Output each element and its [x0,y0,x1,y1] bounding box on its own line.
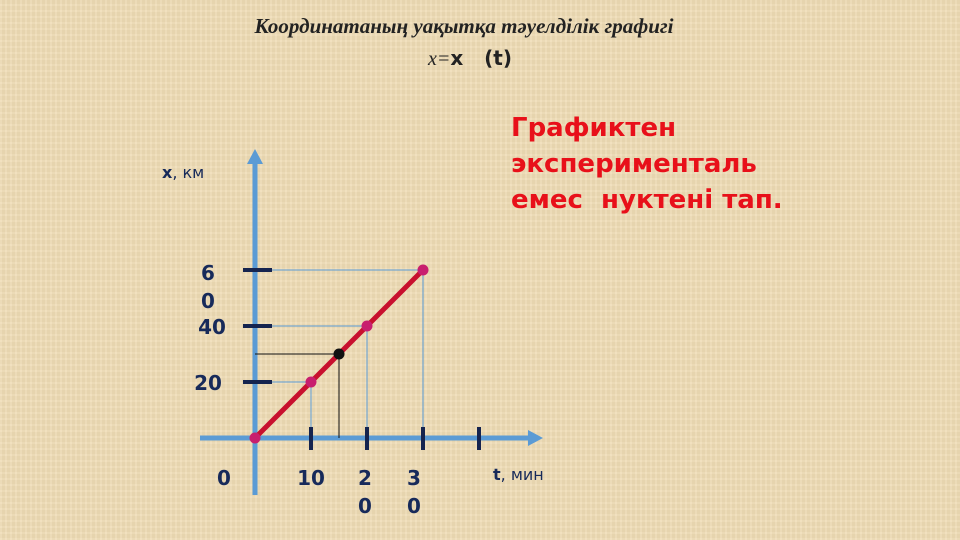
y-axis-arrow [247,149,263,164]
origin-label: 0 [217,466,231,490]
x-axis-unit: , мин [500,465,544,484]
y-tick-label: 20 [194,371,222,395]
y-tick-label: 60 [201,261,215,313]
x-tick-label: 30 [407,466,421,518]
x-tick-label: 10 [297,466,325,490]
y-axis-unit: , км [172,163,205,182]
x-tick-label: 20 [358,466,372,518]
formula-lhs: x= [427,48,451,70]
x-axis-var: t [493,465,501,484]
data-point [361,320,373,332]
data-point [417,264,429,276]
x-axis-arrow [528,430,543,446]
formula-rhs: x (t) [450,46,512,70]
formula: x=x (t) [0,46,940,71]
y-tick-label: 40 [198,315,226,339]
x-axis-title: t, мин [493,465,544,484]
data-point [249,432,261,444]
non-experimental-point [333,348,345,360]
data-point [305,376,317,388]
task-text: Графиктен эксперименталь емес нуктені та… [511,113,783,215]
y-axis-var: x [162,163,173,182]
slide-title: Координатаның уақытқа тәуелділік графигі [254,14,674,38]
y-axis-title: x, км [162,163,204,182]
